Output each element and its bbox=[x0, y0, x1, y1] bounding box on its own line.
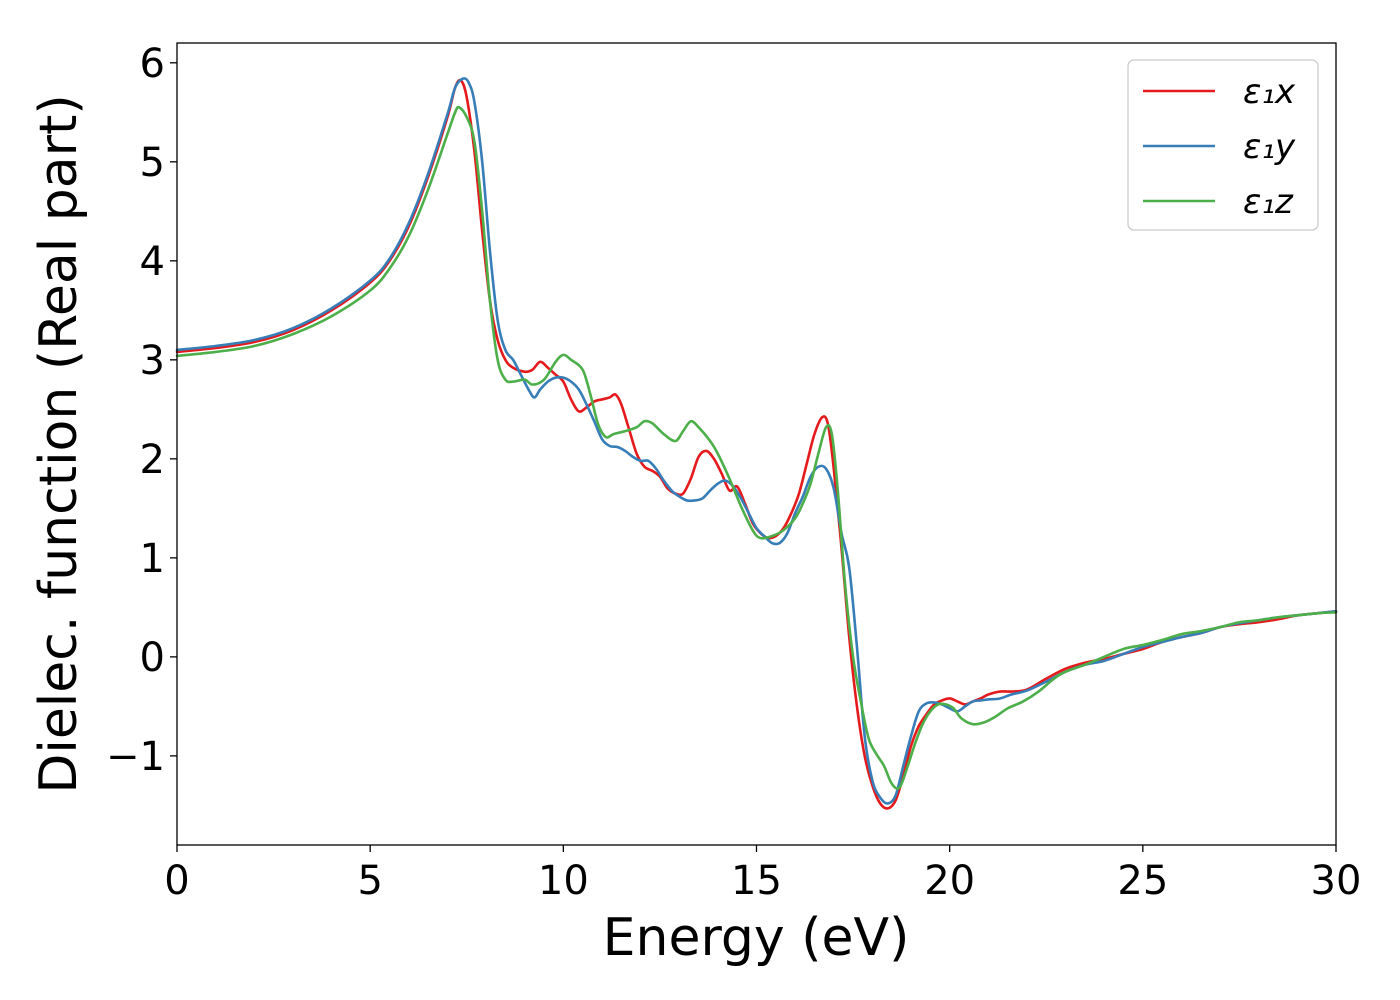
series-line-3 bbox=[175, 105, 1338, 790]
legend-label-2: ε₁y bbox=[1243, 127, 1296, 167]
series-layer bbox=[175, 77, 1338, 810]
x-tick-label: 20 bbox=[924, 858, 975, 904]
x-axis-label: Energy (eV) bbox=[603, 908, 910, 968]
x-axis-ticks: 0 5 10 15 20 25 30 bbox=[164, 845, 1361, 904]
series-line-2 bbox=[175, 77, 1338, 805]
y-tick-label: −1 bbox=[106, 734, 165, 780]
x-tick-label: 5 bbox=[357, 858, 382, 904]
x-tick-label: 30 bbox=[1311, 858, 1362, 904]
y-tick-label: 3 bbox=[140, 338, 165, 384]
legend-box bbox=[1127, 59, 1319, 231]
y-tick-label: 2 bbox=[140, 437, 165, 483]
legend-label-1: ε₁x bbox=[1243, 72, 1296, 112]
x-tick-label: 10 bbox=[538, 858, 589, 904]
y-tick-label: 6 bbox=[140, 41, 165, 87]
x-tick-label: 25 bbox=[1117, 858, 1168, 904]
y-tick-label: 0 bbox=[140, 635, 165, 681]
y-tick-label: 5 bbox=[140, 140, 165, 186]
legend: ε₁x ε₁y ε₁z bbox=[1127, 59, 1319, 231]
x-tick-label: 15 bbox=[731, 858, 782, 904]
y-axis-ticks: −1 0 1 2 3 4 5 6 bbox=[106, 41, 177, 780]
y-tick-label: 1 bbox=[140, 536, 165, 582]
x-tick-label: 0 bbox=[164, 858, 189, 904]
y-tick-label: 4 bbox=[140, 239, 165, 285]
legend-label-3: ε₁z bbox=[1243, 182, 1294, 222]
y-axis-label: Dielec. function (Real part) bbox=[29, 94, 89, 793]
